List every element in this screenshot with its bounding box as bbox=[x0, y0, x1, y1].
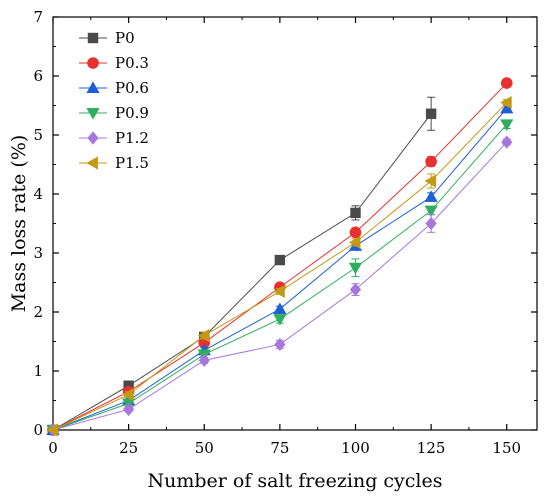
point-P0.6-75 bbox=[273, 302, 287, 314]
y-tick-label-1: 1 bbox=[33, 362, 43, 380]
point-P0.3-125 bbox=[425, 155, 437, 168]
x-tick-label-25: 25 bbox=[119, 439, 138, 457]
point-P1.5-100 bbox=[348, 235, 361, 249]
point-P1.5-25 bbox=[122, 388, 134, 402]
point-P1.2-100 bbox=[349, 282, 362, 297]
y-tick-label-5: 5 bbox=[33, 126, 43, 144]
legend-label-P1.2: P1.2 bbox=[115, 129, 149, 147]
legend-item-P1.2: P1.2 bbox=[79, 129, 149, 147]
legend-item-P0.3: P0.3 bbox=[79, 54, 149, 72]
legend-marker-P0.3 bbox=[87, 57, 99, 69]
x-tick-label-75: 75 bbox=[270, 439, 289, 457]
legend-label-P1.5: P1.5 bbox=[115, 154, 149, 172]
series-layer bbox=[46, 77, 514, 437]
y-tick-label-7: 7 bbox=[33, 8, 43, 26]
point-P0.6-125 bbox=[424, 190, 438, 202]
legend-item-P0.6: P0.6 bbox=[79, 79, 149, 97]
point-P0-25 bbox=[123, 380, 134, 391]
point-P0.9-100 bbox=[348, 262, 363, 275]
point-P1.2-150 bbox=[501, 135, 513, 149]
series-line-P1.5 bbox=[52, 102, 508, 431]
x-tick-label-0: 0 bbox=[48, 439, 58, 457]
point-P0-100 bbox=[350, 207, 361, 219]
point-P1.5-50 bbox=[197, 329, 210, 343]
point-P0.9-150 bbox=[500, 119, 514, 131]
point-P0-125 bbox=[425, 108, 437, 119]
legend-label-P0: P0 bbox=[115, 29, 135, 47]
series-P0 bbox=[47, 96, 437, 436]
legend-label-P0.9: P0.9 bbox=[115, 104, 149, 122]
y-tick-label-2: 2 bbox=[33, 303, 43, 321]
y-tick-label-4: 4 bbox=[33, 185, 43, 203]
point-P0.3-100 bbox=[349, 226, 362, 239]
series-line-P0 bbox=[52, 113, 432, 431]
legend-marker-P0.6 bbox=[86, 81, 100, 93]
legend-marker-P1.2 bbox=[87, 131, 99, 145]
point-P1.2-50 bbox=[198, 353, 210, 367]
point-P1.2-125 bbox=[425, 216, 437, 231]
x-tick-label-50: 50 bbox=[195, 439, 214, 457]
x-tick-label-125: 125 bbox=[417, 439, 446, 457]
legend-marker-P1.5 bbox=[86, 156, 98, 170]
point-P1.2-75 bbox=[274, 337, 286, 352]
point-P1.5-75 bbox=[273, 284, 285, 298]
series-P1.5 bbox=[46, 95, 512, 437]
x-tick-label-150: 150 bbox=[492, 439, 521, 457]
series-P0.6 bbox=[46, 101, 514, 435]
point-P0.3-150 bbox=[500, 77, 513, 89]
y-tick-label-6: 6 bbox=[33, 67, 43, 85]
legend-item-P1.5: P1.5 bbox=[79, 154, 149, 172]
point-P0.9-75 bbox=[273, 314, 287, 326]
y-tick-label-0: 0 bbox=[33, 421, 43, 439]
point-P0.9-125 bbox=[424, 205, 438, 218]
legend-label-P0.6: P0.6 bbox=[115, 79, 149, 97]
x-tick-label-100: 100 bbox=[341, 439, 370, 457]
legend: P0 P0.3 P0.6 P0.9 P1.2 P1.5 bbox=[79, 29, 149, 172]
axes: 0 25 50 75 100 125 150 0 1 2 3 4 5 6 7 bbox=[33, 8, 538, 457]
legend-marker-P0.9 bbox=[86, 108, 100, 120]
point-P1.5-0 bbox=[46, 423, 58, 437]
legend-item-P0: P0 bbox=[79, 29, 135, 47]
legend-item-P0.9: P0.9 bbox=[79, 104, 149, 122]
y-axis-label: Mass loss rate (%) bbox=[8, 135, 30, 313]
point-P1.2-25 bbox=[123, 402, 135, 416]
y-tick-label-3: 3 bbox=[33, 244, 43, 262]
x-axis-label: Number of salt freezing cycles bbox=[148, 470, 443, 492]
point-P0.6-150 bbox=[500, 101, 514, 114]
point-P0-75 bbox=[274, 254, 286, 266]
point-P1.5-125 bbox=[424, 174, 437, 188]
point-P1.5-150 bbox=[500, 95, 512, 110]
legend-label-P0.3: P0.3 bbox=[115, 54, 149, 72]
legend-marker-P0 bbox=[87, 32, 99, 44]
